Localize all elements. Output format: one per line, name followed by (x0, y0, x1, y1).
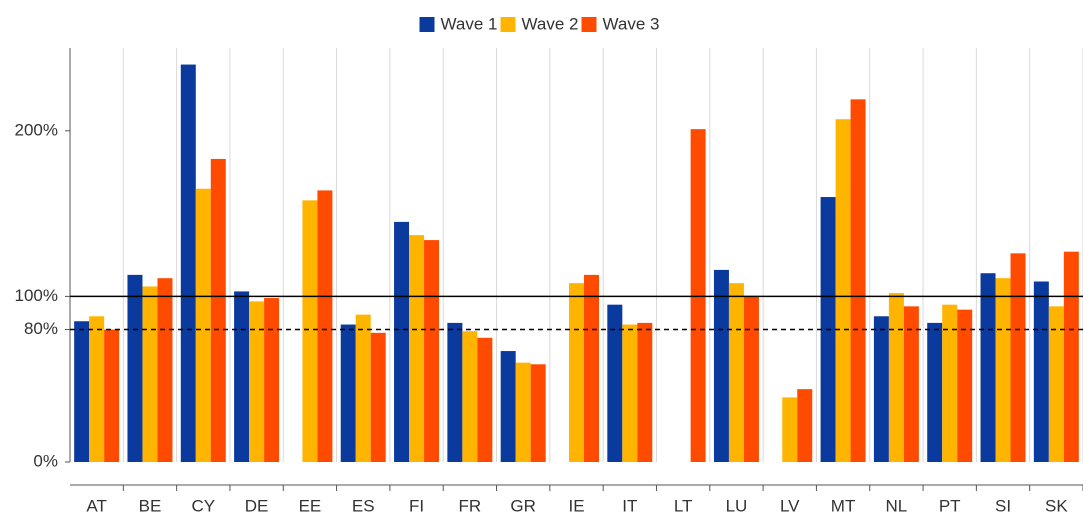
bar (835, 119, 851, 462)
bar (957, 309, 973, 462)
bar (980, 273, 996, 462)
bar (515, 362, 531, 462)
bar (195, 188, 211, 462)
bar (797, 389, 813, 462)
x-tick-label: GR (510, 496, 536, 515)
bar (530, 364, 546, 462)
bar (340, 324, 356, 462)
x-tick-label: PT (939, 496, 961, 515)
bar (1048, 306, 1064, 462)
x-tick-label: ES (352, 496, 375, 515)
bar (74, 321, 90, 462)
bar (157, 278, 173, 462)
bar (743, 296, 759, 462)
y-tick-label: 100% (15, 286, 58, 305)
bar (127, 274, 143, 462)
legend-swatch (581, 17, 597, 32)
x-tick-label: IT (622, 496, 637, 515)
bar (210, 158, 226, 462)
x-tick-label: AT (86, 496, 106, 515)
bar (370, 332, 386, 462)
legend-label: Wave 2 (522, 14, 579, 33)
bar (1033, 281, 1049, 462)
bar (477, 337, 493, 462)
bar (903, 306, 919, 462)
x-tick-label: SI (995, 496, 1011, 515)
bar (355, 314, 371, 462)
bar (142, 286, 158, 462)
x-tick-label: FI (409, 496, 424, 515)
bar (569, 283, 584, 462)
x-tick-label: MT (831, 496, 856, 515)
bar (447, 322, 463, 462)
legend-swatch (419, 17, 435, 32)
x-tick-label: IE (568, 496, 584, 515)
x-tick-label: NL (886, 496, 908, 515)
x-tick-label: LV (780, 496, 800, 515)
x-tick-label: FR (459, 496, 482, 515)
bar (317, 190, 333, 462)
bar (607, 304, 623, 462)
bar (462, 331, 478, 462)
bar (394, 221, 410, 462)
bar (234, 291, 250, 462)
x-tick-label: DE (245, 496, 269, 515)
bar (713, 269, 729, 462)
bar (927, 322, 943, 462)
legend-swatch (500, 17, 516, 32)
x-tick-label: EE (299, 496, 322, 515)
y-tick-label: 200% (15, 120, 58, 139)
y-tick-label: 0% (33, 451, 58, 470)
bar (584, 274, 599, 462)
bar (500, 351, 516, 462)
bar (409, 235, 425, 462)
x-tick-label: SK (1045, 496, 1068, 515)
bar (782, 397, 798, 462)
bar (104, 329, 120, 462)
bar (180, 64, 196, 462)
bar (622, 324, 638, 462)
bar (1010, 253, 1026, 462)
bar (942, 304, 958, 462)
bar (637, 322, 653, 462)
bar (264, 298, 280, 462)
bar (249, 301, 265, 462)
bar (888, 293, 904, 462)
bar (995, 278, 1011, 462)
legend-label: Wave 1 (441, 14, 498, 33)
x-tick-label: CY (191, 496, 215, 515)
bar (302, 200, 318, 463)
bar (873, 316, 889, 462)
legend-label: Wave 3 (603, 14, 660, 33)
x-tick-label: LU (726, 496, 748, 515)
bar (424, 240, 440, 462)
bar (89, 316, 105, 462)
bar (1063, 251, 1079, 462)
bar (690, 129, 706, 463)
bar (728, 283, 744, 462)
bar (850, 99, 866, 462)
x-tick-label: LT (674, 496, 693, 515)
x-tick-label: BE (139, 496, 162, 515)
y-tick-label: 80% (24, 319, 58, 338)
